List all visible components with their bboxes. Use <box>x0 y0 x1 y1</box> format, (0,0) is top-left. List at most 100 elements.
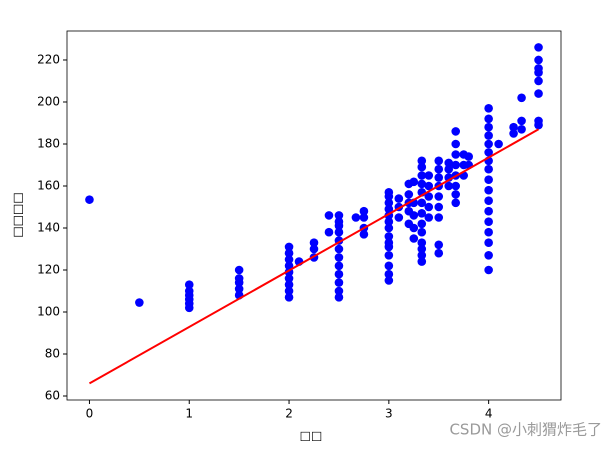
point <box>494 139 503 149</box>
point <box>484 217 493 226</box>
point <box>451 150 461 159</box>
point <box>484 227 493 237</box>
point <box>284 286 294 296</box>
point <box>284 280 294 290</box>
point <box>534 64 543 73</box>
point <box>484 206 493 216</box>
point <box>484 164 493 174</box>
y-tick-label: 100 <box>37 305 60 319</box>
point <box>484 250 493 260</box>
point <box>484 265 493 275</box>
point <box>334 286 344 296</box>
point <box>85 195 94 204</box>
point <box>334 278 344 287</box>
point <box>334 227 344 237</box>
point <box>424 213 434 222</box>
point <box>384 223 394 233</box>
point <box>509 129 518 138</box>
x-tick-label: 2 <box>285 407 293 421</box>
point <box>409 234 419 243</box>
point <box>417 198 427 208</box>
point <box>451 181 461 191</box>
point <box>434 248 444 258</box>
point <box>534 89 543 98</box>
point <box>417 238 427 247</box>
point <box>417 257 427 266</box>
point <box>534 43 543 52</box>
point <box>384 276 394 285</box>
point <box>324 227 334 237</box>
point <box>284 274 294 283</box>
point <box>409 211 419 220</box>
point <box>234 274 244 283</box>
point <box>417 244 427 254</box>
point <box>434 173 444 182</box>
x-tick-label: 1 <box>185 407 193 421</box>
point <box>484 122 493 132</box>
point <box>384 232 394 241</box>
point <box>534 116 543 126</box>
point <box>417 179 427 189</box>
point <box>359 206 369 216</box>
fit-line <box>88 128 540 385</box>
point <box>434 213 444 222</box>
point <box>394 213 404 222</box>
point <box>434 240 444 250</box>
point <box>534 76 543 86</box>
x-tick-label: 3 <box>385 407 393 421</box>
point <box>409 177 419 187</box>
point <box>384 261 394 271</box>
point <box>135 298 144 307</box>
point <box>484 148 493 157</box>
point <box>451 190 461 199</box>
point <box>334 211 344 220</box>
point <box>417 156 427 166</box>
point <box>444 164 454 174</box>
point <box>309 244 319 254</box>
point <box>517 93 526 103</box>
point <box>351 213 361 222</box>
point <box>517 116 526 126</box>
point <box>234 284 244 294</box>
point <box>404 190 414 199</box>
point <box>451 160 461 170</box>
point <box>417 227 427 237</box>
point <box>384 238 394 247</box>
point <box>334 261 344 271</box>
watermark: CSDN @小刺猬炸毛了 <box>449 421 602 439</box>
point <box>424 171 434 180</box>
point <box>334 269 344 279</box>
point <box>484 185 493 195</box>
point <box>417 219 427 229</box>
point <box>284 261 294 271</box>
point <box>384 198 394 208</box>
point <box>284 242 294 252</box>
point <box>451 198 461 208</box>
point <box>484 139 493 149</box>
y-tick-label: 200 <box>37 94 60 108</box>
point <box>409 223 419 233</box>
point <box>309 238 319 247</box>
point <box>509 122 518 132</box>
point <box>417 162 427 172</box>
point <box>417 250 427 260</box>
point <box>424 202 434 212</box>
point <box>434 164 444 174</box>
point <box>384 269 394 279</box>
axes-frame <box>66 30 562 401</box>
point <box>417 171 427 180</box>
point <box>484 175 493 184</box>
point <box>484 103 493 113</box>
point <box>284 293 294 302</box>
point <box>424 181 434 191</box>
point <box>184 280 194 290</box>
point <box>484 238 493 247</box>
point <box>359 213 369 222</box>
point <box>464 152 473 161</box>
y-tick-label: 120 <box>37 262 60 276</box>
y-tick-label: 140 <box>37 220 60 234</box>
point <box>284 255 294 264</box>
point <box>534 55 543 65</box>
y-axis-label: □□□□ <box>11 192 25 237</box>
